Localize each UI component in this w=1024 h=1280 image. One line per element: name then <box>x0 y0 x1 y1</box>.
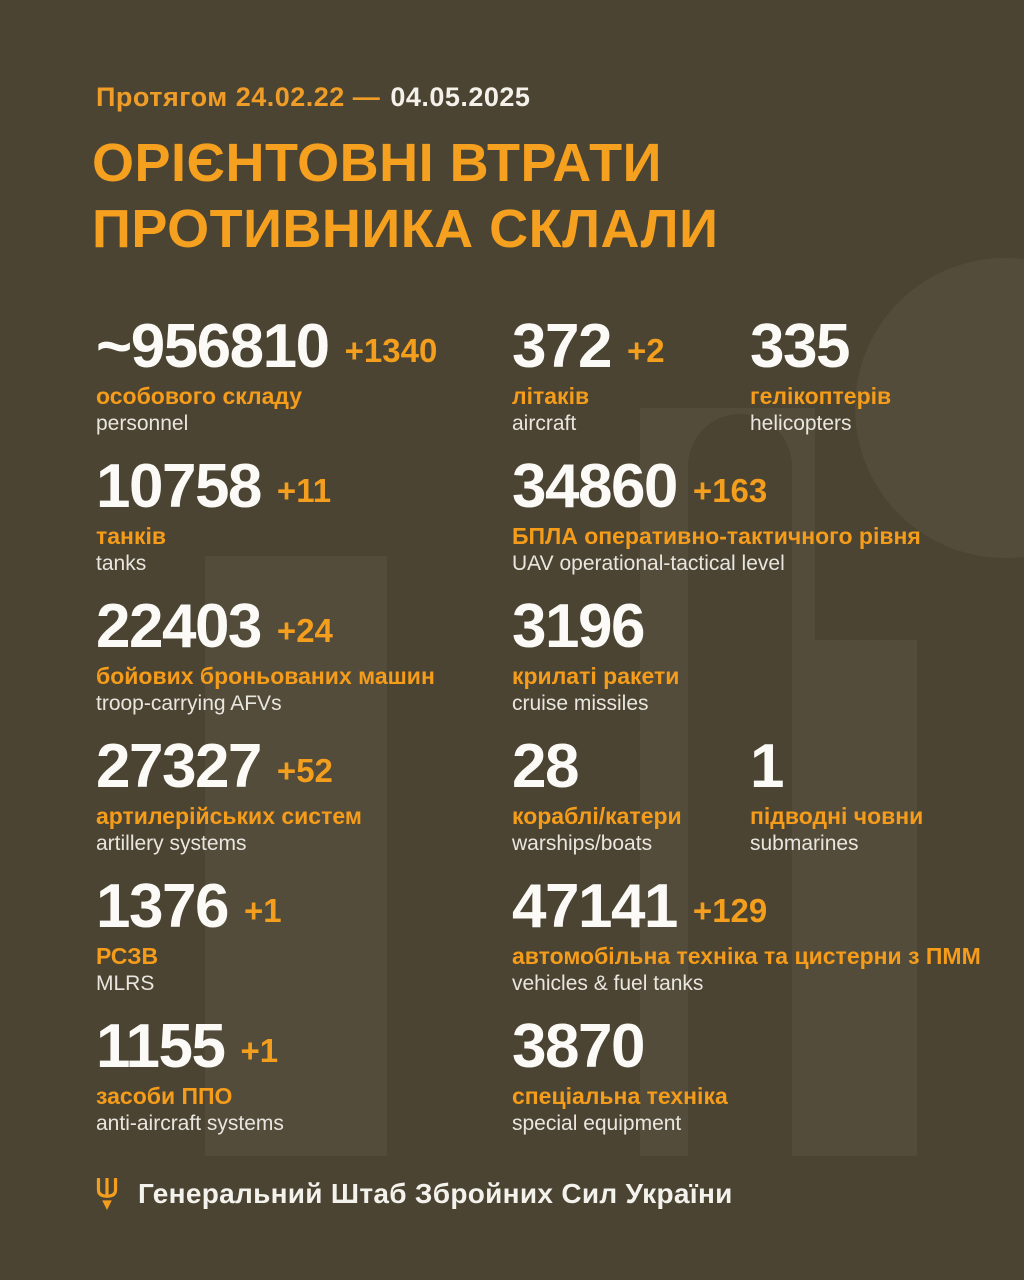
stat-label-en: UAV operational-tactical level <box>512 552 785 575</box>
stat-label-en: submarines <box>750 832 859 855</box>
stat-tanks: 10758 +11 танків tanks <box>96 456 331 576</box>
stat-label-en: personnel <box>96 412 189 435</box>
stat-value: 22403 <box>96 592 262 661</box>
trident-icon <box>94 1178 120 1210</box>
stat-personnel: ~956810 +1340 особового складу personnel <box>96 316 437 436</box>
trident-watermark-center-arch <box>387 262 640 1156</box>
report-date: 04.05.2025 <box>390 82 531 112</box>
period-prefix: Протягом 24.02.22 — <box>96 82 381 112</box>
stat-label-uk: літаків <box>512 383 590 409</box>
stat-label-en: anti-aircraft systems <box>96 1112 284 1135</box>
stat-delta: +129 <box>692 892 768 929</box>
stat-special-equipment: 3870 спеціальна техніка special equipmen… <box>512 1016 728 1136</box>
stat-helicopters: 335 гелікоптерів helicopters <box>750 316 891 436</box>
stat-value: 47141 <box>512 872 678 941</box>
stat-value: 34860 <box>512 452 678 521</box>
stat-label-en: aircraft <box>512 412 577 435</box>
trident-watermark-left-prong <box>205 556 387 1156</box>
stat-aircraft: 372 +2 літаків aircraft <box>512 316 665 436</box>
stat-label-uk: БПЛА оперативно-тактичного рівня <box>512 523 921 549</box>
trident-watermark-right-band <box>815 640 917 1156</box>
stat-anti-aircraft: 1155 +1 засоби ППО anti-aircraft systems <box>96 1016 284 1136</box>
stat-delta: +163 <box>692 472 768 509</box>
title-line-1: ОРІЄНТОВНІ ВТРАТИ <box>92 133 662 193</box>
stat-label-uk: крилаті ракети <box>512 663 680 689</box>
stat-value: 1376 <box>96 872 229 941</box>
stat-value: 1 <box>750 732 784 801</box>
stat-label-uk: особового складу <box>96 383 303 409</box>
stat-label-en: helicopters <box>750 412 852 435</box>
stat-value: ~956810 <box>96 312 330 381</box>
stat-label-uk: кораблі/катери <box>512 803 682 829</box>
stat-delta: +11 <box>276 472 332 509</box>
stat-label-uk: РСЗВ <box>96 943 159 969</box>
stat-label-uk: автомобільна техніка та цистерни з ПММ <box>512 943 981 969</box>
stat-delta: +24 <box>276 612 333 649</box>
stat-label-uk: спеціальна техніка <box>512 1083 728 1109</box>
stat-label-uk: засоби ППО <box>96 1083 233 1109</box>
stat-label-uk: бойових броньованих машин <box>96 663 435 689</box>
stat-label-uk: підводні човни <box>750 803 924 829</box>
stat-value: 372 <box>512 312 612 381</box>
report-period: Протягом 24.02.22 — 04.05.2025 <box>96 82 530 113</box>
page-title: ОРІЄНТОВНІ ВТРАТИ ПРОТИВНИКА СКЛАЛИ <box>92 130 718 262</box>
stat-value: 1155 <box>96 1012 226 1081</box>
stat-label-uk: артилерійських систем <box>96 803 362 829</box>
stat-afvs: 22403 +24 бойових броньованих машин troop… <box>96 596 435 716</box>
stat-label-uk: танків <box>96 523 166 549</box>
stat-submarines: 1 підводні човни submarines <box>750 736 923 856</box>
stat-warships: 28 кораблі/катери warships/boats <box>512 736 682 856</box>
stat-label-en: troop-carrying AFVs <box>96 692 282 715</box>
stat-artillery: 27327 +52 артилерійських систем artillery… <box>96 736 362 856</box>
stat-delta: +2 <box>626 332 665 369</box>
stat-value: 10758 <box>96 452 262 521</box>
stat-label-en: MLRS <box>96 972 155 995</box>
stat-mlrs: 1376 +1 РСЗВ MLRS <box>96 876 282 996</box>
stat-label-en: special equipment <box>512 1112 682 1135</box>
stat-value: 28 <box>512 732 579 801</box>
title-line-2: ПРОТИВНИКА СКЛАЛИ <box>92 199 719 259</box>
stat-value: 27327 <box>96 732 262 801</box>
stat-value: 335 <box>750 312 850 381</box>
stat-label-en: vehicles & fuel tanks <box>512 972 704 995</box>
stat-vehicles: 47141 +129 автомобільна техніка та цистер… <box>512 876 981 996</box>
stat-value: 3196 <box>512 592 645 661</box>
footer: Генеральний Штаб Збройних Сил України <box>94 1178 733 1210</box>
source-org: Генеральний Штаб Збройних Сил України <box>138 1178 733 1209</box>
stat-value: 3870 <box>512 1012 645 1081</box>
trident-watermark-right-arch <box>688 414 792 1156</box>
stat-label-en: artillery systems <box>96 832 247 855</box>
stat-label-en: cruise missiles <box>512 692 649 715</box>
stat-label-en: warships/boats <box>512 832 653 855</box>
stat-uav: 34860 +163 БПЛА оперативно-тактичного рів… <box>512 456 921 576</box>
stat-cruise-missiles: 3196 крилаті ракети cruise missiles <box>512 596 679 716</box>
stat-delta: +1 <box>243 892 282 929</box>
stat-label-uk: гелікоптерів <box>750 383 892 409</box>
stat-delta: +52 <box>276 752 333 789</box>
stat-delta: +1340 <box>344 332 438 369</box>
stat-label-en: tanks <box>96 552 147 575</box>
stat-delta: +1 <box>240 1032 279 1069</box>
